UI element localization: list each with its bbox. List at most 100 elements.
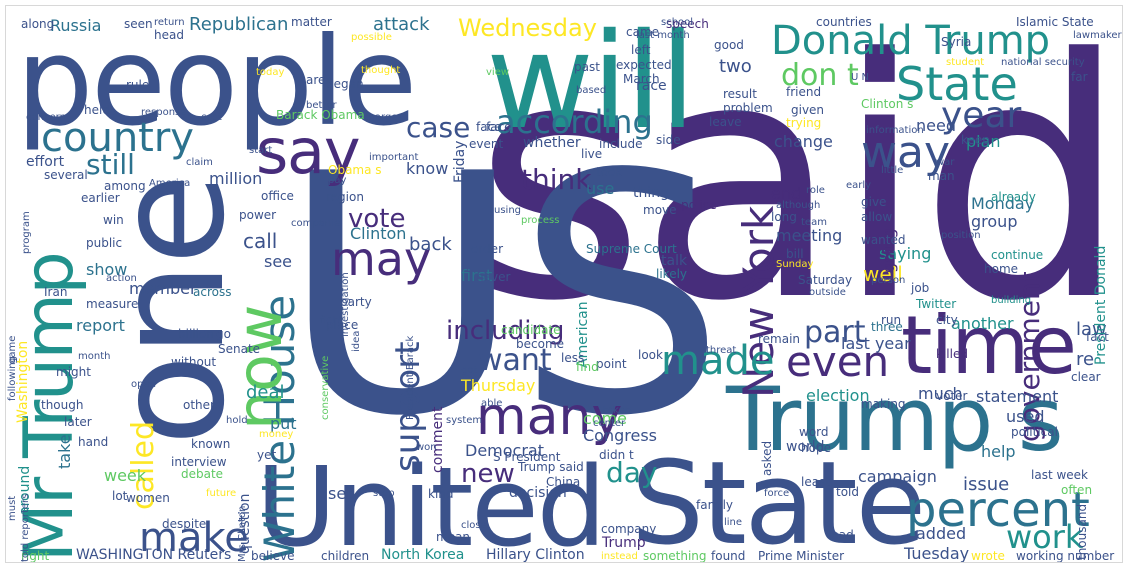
cloud-word: event xyxy=(469,137,504,151)
cloud-word: bill xyxy=(786,247,804,261)
cloud-word: issue xyxy=(963,474,1010,495)
cloud-word: North Korea xyxy=(381,547,465,562)
cloud-word: Supreme Court xyxy=(586,242,677,256)
cloud-word: force xyxy=(764,488,790,499)
cloud-word: line xyxy=(724,517,743,528)
cloud-word: result xyxy=(723,87,757,101)
cloud-word: leave xyxy=(709,115,742,129)
cloud-word: Republican xyxy=(189,14,289,35)
cloud-word: win xyxy=(103,213,124,227)
cloud-word: able xyxy=(481,398,503,409)
cloud-word: several xyxy=(44,168,88,182)
cloud-word: said xyxy=(473,6,1122,373)
cloud-word: area xyxy=(306,73,333,87)
cloud-word: student xyxy=(946,57,985,68)
cloud-word: remain xyxy=(758,332,801,346)
cloud-word: time xyxy=(901,299,1077,392)
cloud-word: first xyxy=(461,266,493,285)
cloud-word: many xyxy=(476,387,623,447)
cloud-word: wrote xyxy=(971,549,1005,562)
cloud-word: Tuesday xyxy=(904,544,970,562)
cloud-word: left xyxy=(631,43,651,57)
cloud-word: thought xyxy=(361,65,401,76)
cloud-word: concern xyxy=(26,112,66,123)
cloud-word: statement xyxy=(976,387,1059,406)
cloud-word: instead xyxy=(601,551,638,562)
cloud-word: give xyxy=(861,195,887,209)
cloud-word: city xyxy=(936,313,958,327)
cloud-word: way xyxy=(861,127,950,178)
cloud-word: mean xyxy=(436,530,471,544)
cloud-word: across xyxy=(193,285,232,299)
cloud-word: call xyxy=(243,229,278,253)
cloud-word: working number xyxy=(1016,549,1115,562)
cloud-word: world xyxy=(786,439,825,455)
cloud-word: Thursday xyxy=(461,376,536,395)
cloud-word: idea xyxy=(351,330,362,352)
cloud-word: saying xyxy=(879,244,932,263)
cloud-word: see xyxy=(264,252,293,271)
cloud-word: debate xyxy=(181,467,224,481)
cloud-word: Trump said xyxy=(518,460,584,474)
cloud-word: Prime Minister xyxy=(758,549,845,562)
cloud-word: race xyxy=(636,78,667,94)
cloud-word: something xyxy=(643,549,707,562)
cloud-word: today xyxy=(256,67,285,78)
cloud-word: given xyxy=(791,103,825,117)
cloud-word: better xyxy=(306,100,337,111)
cloud-word: expected xyxy=(616,58,672,72)
cloud-word: problem xyxy=(723,101,773,115)
cloud-word: information xyxy=(866,125,924,136)
cloud-word: well xyxy=(863,262,903,286)
cloud-word: million xyxy=(209,169,263,188)
cloud-word: Congress xyxy=(583,426,657,445)
cloud-word: action xyxy=(106,273,137,284)
cloud-word: year xyxy=(941,95,1022,136)
cloud-word: far xyxy=(1071,70,1088,84)
cloud-word: don t xyxy=(781,58,859,93)
cloud-word: Sunday xyxy=(776,259,814,270)
cloud-word: friend xyxy=(786,85,822,99)
cloud-word: yet xyxy=(257,448,277,462)
cloud-word: less xyxy=(561,351,585,365)
cloud-word: process xyxy=(521,215,560,226)
cloud-word: taken xyxy=(603,405,631,416)
cloud-word: member xyxy=(129,279,197,298)
cloud-word: voter xyxy=(936,389,968,403)
cloud-word: Clinton xyxy=(350,224,407,243)
cloud-word: law xyxy=(1076,319,1107,340)
cloud-word: hope xyxy=(801,441,831,455)
cloud-word: told reporters xyxy=(20,493,31,562)
cloud-word: came xyxy=(626,25,660,39)
cloud-word: trying xyxy=(786,116,822,130)
cloud-word: stop xyxy=(373,488,395,499)
cloud-word: use xyxy=(586,179,615,198)
cloud-word: system xyxy=(446,415,483,426)
cloud-word: Friday xyxy=(452,140,468,183)
cloud-word: clear xyxy=(1071,370,1101,384)
cloud-word: found xyxy=(711,549,746,562)
cloud-word: deal xyxy=(246,382,285,403)
cloud-word: live xyxy=(581,147,603,161)
cloud-word: Donald Trump xyxy=(771,18,1051,64)
cloud-word: countries xyxy=(816,15,872,29)
cloud-word: continue xyxy=(991,248,1044,262)
cloud-word: others xyxy=(183,398,222,412)
cloud-word: early xyxy=(846,180,872,191)
cloud-word: end xyxy=(771,184,802,203)
cloud-word: children xyxy=(321,549,370,562)
cloud-word: public xyxy=(86,236,123,250)
cloud-word: lead xyxy=(828,528,854,542)
cloud-word: keep xyxy=(961,133,990,147)
cloud-word: side xyxy=(656,133,681,147)
cloud-word: family xyxy=(696,498,734,512)
cloud-word: Iran xyxy=(44,285,68,299)
cloud-word: job xyxy=(911,281,930,295)
cloud-word: Trump xyxy=(602,535,646,551)
cloud-word: part xyxy=(804,315,866,350)
cloud-word: point xyxy=(596,357,627,371)
cloud-word: Democrat xyxy=(465,441,544,460)
cloud-word: vote xyxy=(348,204,406,234)
cloud-word: word xyxy=(799,425,829,439)
cloud-word: will xyxy=(486,6,696,159)
